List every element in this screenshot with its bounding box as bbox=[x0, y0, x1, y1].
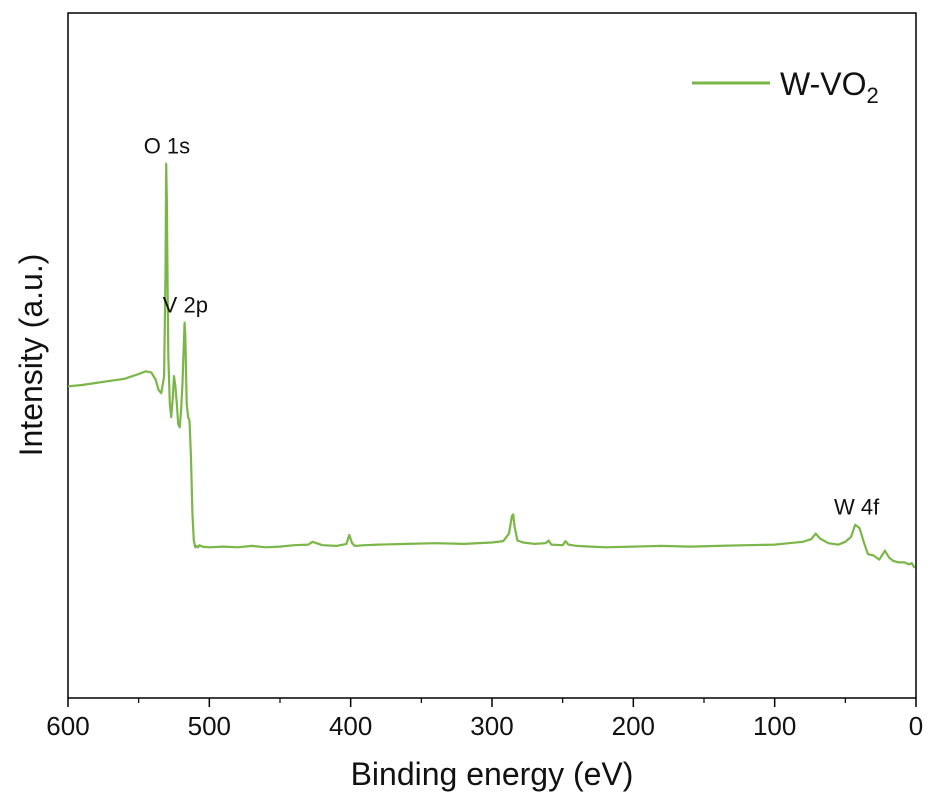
x-tick-label-500: 500 bbox=[188, 711, 231, 741]
peak-label-v-2p: V 2p bbox=[163, 293, 208, 318]
x-tick-label-400: 400 bbox=[329, 711, 372, 741]
x-tick-label-0: 0 bbox=[909, 711, 923, 741]
legend: W-VO2 bbox=[692, 66, 879, 108]
series-line-w-vo2 bbox=[67, 162, 916, 569]
legend-label-w-vo2: W-VO2 bbox=[780, 66, 879, 108]
x-axis-ticks bbox=[67, 698, 917, 707]
legend-label-main: W-VO bbox=[780, 66, 867, 102]
plot-frame bbox=[67, 12, 917, 699]
x-tick-label-300: 300 bbox=[470, 711, 513, 741]
x-tick-label-600: 600 bbox=[46, 711, 89, 741]
x-axis-title: Binding energy (eV) bbox=[351, 756, 634, 792]
x-tick-label-200: 200 bbox=[612, 711, 655, 741]
y-axis-title: Intensity (a.u.) bbox=[13, 254, 49, 457]
peak-annotations: O 1s V 2p W 4f bbox=[144, 134, 880, 520]
x-tick-label-100: 100 bbox=[753, 711, 796, 741]
peak-label-w-4f: W 4f bbox=[834, 495, 880, 520]
legend-label-subscript: 2 bbox=[867, 83, 879, 108]
peak-label-o-1s: O 1s bbox=[144, 134, 190, 159]
x-axis-tick-labels: 600 500 400 300 200 100 0 bbox=[46, 711, 923, 741]
